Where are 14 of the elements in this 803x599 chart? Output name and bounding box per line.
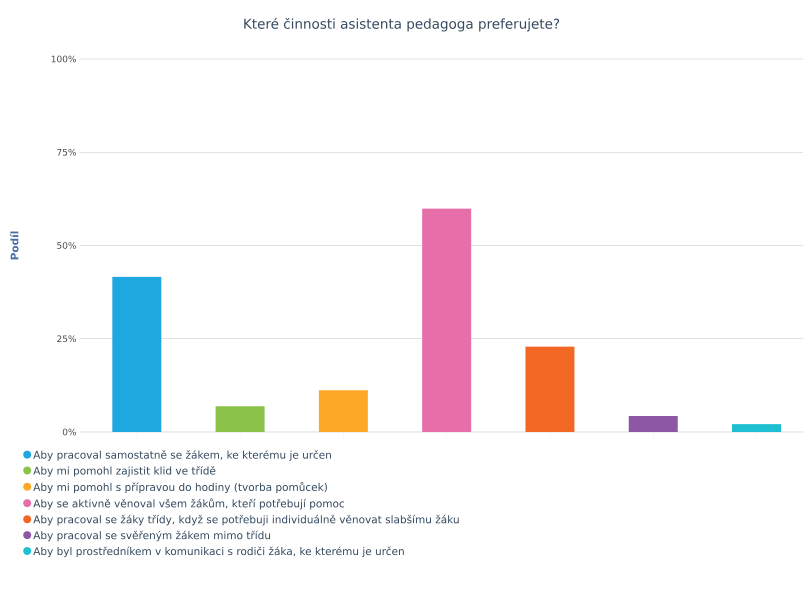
y-axis-title: Podíl: [10, 232, 18, 260]
y-tick-label: 75%: [57, 148, 76, 156]
y-tick-label: 50%: [57, 242, 76, 249]
y-tick-label: 100%: [52, 56, 76, 62]
legend-label: Aby mi pomohl zajistit klid ve třídě: [33, 466, 216, 477]
legend-label: Aby mi pomohl s přípravou do hodiny (tvorba pomůcek): [33, 482, 327, 494]
legend-label: Aby pracoval samostatně se žákem, ke kterému je určen: [33, 450, 331, 461]
y-tick-label: 25%: [57, 335, 76, 342]
legend-label: Aby pracoval se svěřeným žákem mimo třídu: [33, 530, 270, 542]
chart-title: Které činnosti asistenta pedagoga preferujete?: [244, 18, 560, 32]
legend-label: Aby pracoval se žáky třídy, když se potřebuji individuálně věnovat slabšímu žáku: [33, 514, 459, 526]
y-tick-label: 0%: [62, 428, 76, 436]
legend-label: Aby se aktivně věnoval všem žákům, kteří potřebují pomoc: [33, 498, 344, 510]
legend-label: Aby byl prostředníkem v komunikaci s rodiči žáka, ke kterému je určen: [33, 546, 404, 558]
